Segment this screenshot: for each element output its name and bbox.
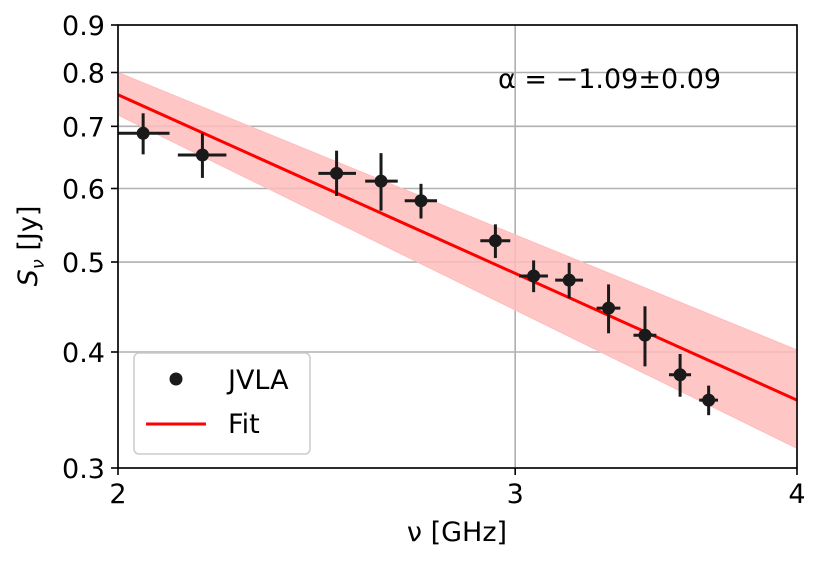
point-marker xyxy=(136,126,150,140)
x-axis-ticks: 2 3 4 xyxy=(109,468,806,510)
data-point xyxy=(555,262,583,299)
point-marker xyxy=(527,269,541,283)
y-tick-label: 0.5 xyxy=(62,248,105,279)
point-marker xyxy=(195,148,209,162)
fit-uncertainty-band xyxy=(118,71,797,449)
fit-line xyxy=(118,93,797,402)
y-tick-label: 0.7 xyxy=(62,112,105,143)
data-point xyxy=(699,385,718,416)
x-tick-label: 2 xyxy=(109,479,126,510)
point-marker xyxy=(562,273,576,287)
data-point xyxy=(596,284,621,334)
spectral-index-annotation: α = −1.09±0.09 xyxy=(498,64,721,95)
point-marker xyxy=(414,194,428,208)
legend-jvla-label: JVLA xyxy=(226,365,289,396)
point-marker xyxy=(488,234,502,248)
plot-frame xyxy=(117,24,798,469)
data-point xyxy=(668,354,692,397)
point-marker xyxy=(702,393,716,407)
x-axis-label: ν [GHz] xyxy=(407,517,507,548)
x-tick-label: 4 xyxy=(788,479,805,510)
data-point xyxy=(633,306,657,367)
data-point xyxy=(118,113,170,155)
data-point xyxy=(318,150,356,196)
point-marker xyxy=(602,301,616,315)
point-marker xyxy=(330,166,344,180)
y-axis-ticks: 0.3 0.4 0.5 0.6 0.7 0.8 0.9 xyxy=(62,11,118,485)
legend-fit-label: Fit xyxy=(228,409,260,440)
legend: JVLA Fit xyxy=(133,352,311,455)
legend-jvla-marker xyxy=(169,372,183,386)
data-point xyxy=(177,133,227,178)
y-tick-label: 0.4 xyxy=(62,338,105,369)
data-point xyxy=(480,224,511,259)
y-tick-label: 0.8 xyxy=(62,58,105,89)
point-marker xyxy=(638,328,652,342)
y-axis-label: Sν [Jy] xyxy=(13,206,49,287)
data-point xyxy=(404,183,438,219)
y-tick-label: 0.9 xyxy=(62,11,105,42)
y-tick-label: 0.6 xyxy=(62,174,105,205)
data-point xyxy=(519,260,548,293)
point-marker xyxy=(374,174,388,188)
data-points xyxy=(118,113,718,416)
data-point xyxy=(365,153,398,211)
y-tick-label: 0.3 xyxy=(62,454,105,485)
point-marker xyxy=(673,368,687,382)
x-tick-label: 3 xyxy=(507,479,524,510)
